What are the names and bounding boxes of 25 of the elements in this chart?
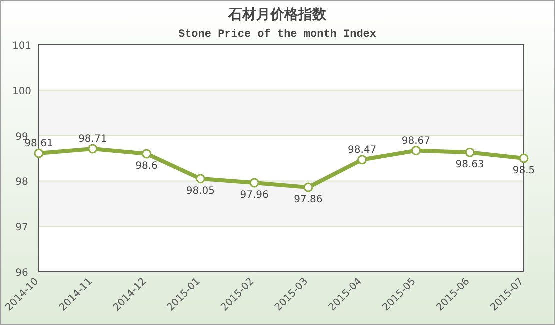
point [519, 154, 529, 164]
chart-subtitle: Stone Price of the month Index [178, 28, 377, 41]
point [88, 144, 98, 154]
point [304, 182, 314, 192]
data-label: 98.47 [348, 144, 377, 156]
point [465, 148, 475, 158]
y-tick-label: 98 [16, 177, 28, 188]
data-label: 97.96 [240, 190, 269, 202]
data-label: 98.67 [402, 136, 431, 147]
point [196, 174, 206, 184]
point [142, 149, 152, 159]
data-label: 98.05 [186, 186, 215, 197]
point [34, 148, 44, 158]
point [250, 178, 260, 188]
y-tick-label: 97 [16, 222, 28, 234]
data-label: 98.71 [78, 134, 108, 145]
y-tick-label: 96 [16, 268, 28, 279]
point [358, 155, 368, 165]
chart-title: 石材月价格指数 [228, 7, 328, 23]
data-label: 98.6 [136, 160, 158, 172]
data-label: 98.63 [456, 160, 484, 171]
data-label: 97.86 [294, 194, 323, 206]
y-tick-label: 101 [12, 41, 32, 52]
y-tick-label: 100 [12, 86, 32, 98]
point [411, 146, 421, 156]
